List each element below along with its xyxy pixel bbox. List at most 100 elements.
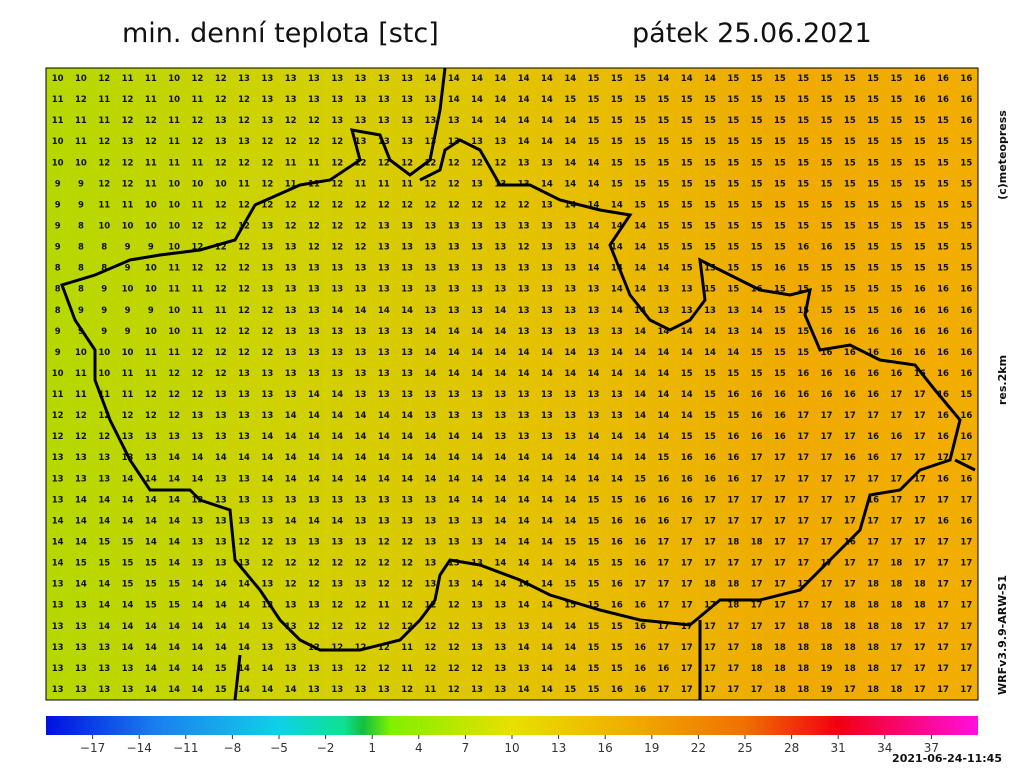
grid-value: 13 xyxy=(261,411,273,421)
grid-value: 13 xyxy=(564,390,576,400)
grid-value: 12 xyxy=(448,622,460,632)
grid-value: 16 xyxy=(891,369,903,379)
grid-value: 15 xyxy=(797,95,809,105)
grid-value: 15 xyxy=(821,158,833,168)
grid-value: 13 xyxy=(541,390,553,400)
grid-value: 15 xyxy=(797,74,809,84)
grid-value: 12 xyxy=(168,369,180,379)
grid-value: 13 xyxy=(75,453,87,463)
grid-value: 12 xyxy=(331,559,343,569)
grid-value: 13 xyxy=(727,327,739,337)
grid-value: 13 xyxy=(285,495,297,505)
grid-value: 12 xyxy=(98,179,110,189)
grid-value: 13 xyxy=(215,538,227,548)
grid-value: 14 xyxy=(401,306,413,316)
grid-value: 12 xyxy=(378,200,390,210)
grid-value: 13 xyxy=(331,685,343,695)
grid-value: 12 xyxy=(215,222,227,232)
grid-value: 13 xyxy=(378,516,390,526)
grid-value: 15 xyxy=(751,348,763,358)
grid-value: 15 xyxy=(821,200,833,210)
grid-value: 17 xyxy=(891,664,903,674)
grid-value: 13 xyxy=(425,95,437,105)
grid-value: 16 xyxy=(914,74,926,84)
grid-value: 18 xyxy=(891,601,903,611)
grid-value: 12 xyxy=(308,559,320,569)
grid-value: 16 xyxy=(704,453,716,463)
grid-value: 13 xyxy=(401,264,413,274)
grid-value: 12 xyxy=(215,158,227,168)
grid-value: 14 xyxy=(751,327,763,337)
grid-value: 13 xyxy=(378,222,390,232)
grid-value: 13 xyxy=(238,495,250,505)
grid-value: 16 xyxy=(681,453,693,463)
grid-value: 13 xyxy=(285,348,297,358)
grid-value: 14 xyxy=(378,474,390,484)
grid-value: 15 xyxy=(867,158,879,168)
grid-value: 14 xyxy=(518,516,530,526)
grid-value: 14 xyxy=(588,243,600,253)
grid-value: 12 xyxy=(331,243,343,253)
grid-value: 17 xyxy=(937,580,949,590)
grid-value: 13 xyxy=(355,116,367,126)
grid-value: 17 xyxy=(914,538,926,548)
grid-value: 17 xyxy=(821,432,833,442)
grid-value: 14 xyxy=(145,664,157,674)
grid-value: 13 xyxy=(331,116,343,126)
grid-value: 14 xyxy=(261,474,273,484)
grid-value: 13 xyxy=(192,516,204,526)
grid-value: 16 xyxy=(821,243,833,253)
grid-value: 15 xyxy=(751,369,763,379)
grid-value: 13 xyxy=(564,432,576,442)
grid-value: 16 xyxy=(867,390,879,400)
grid-value: 12 xyxy=(401,685,413,695)
grid-value: 8 xyxy=(78,285,84,295)
grid-value: 17 xyxy=(844,580,856,590)
grid-value: 14 xyxy=(588,158,600,168)
grid-value: 14 xyxy=(751,306,763,316)
grid-value: 12 xyxy=(145,390,157,400)
grid-value: 17 xyxy=(658,580,670,590)
grid-value: 14 xyxy=(448,95,460,105)
grid-value: 16 xyxy=(960,474,972,484)
grid-value: 17 xyxy=(751,559,763,569)
grid-value: 15 xyxy=(844,200,856,210)
title: min. denní teplota [stc] xyxy=(122,18,439,49)
grid-value: 12 xyxy=(401,158,413,168)
grid-value: 14 xyxy=(564,348,576,358)
grid-value: 8 xyxy=(55,285,61,295)
grid-value: 18 xyxy=(867,601,879,611)
grid-value: 13 xyxy=(564,243,576,253)
grid-value: 14 xyxy=(401,474,413,484)
grid-value: 11 xyxy=(122,74,134,84)
grid-value: 17 xyxy=(797,516,809,526)
grid-value: 12 xyxy=(355,622,367,632)
grid-value: 15 xyxy=(588,685,600,695)
grid-value: 13 xyxy=(75,601,87,611)
grid-value: 13 xyxy=(192,495,204,505)
grid-value: 13 xyxy=(331,369,343,379)
grid-value: 14 xyxy=(658,327,670,337)
grid-value: 14 xyxy=(75,580,87,590)
grid-value: 15 xyxy=(774,200,786,210)
grid-value: 14 xyxy=(75,516,87,526)
grid-value: 15 xyxy=(751,200,763,210)
grid-value: 15 xyxy=(960,158,972,168)
grid-value: 14 xyxy=(541,453,553,463)
grid-value: 14 xyxy=(588,200,600,210)
grid-value: 13 xyxy=(378,285,390,295)
grid-value: 14 xyxy=(308,474,320,484)
grid-value: 15 xyxy=(704,390,716,400)
grid-value: 13 xyxy=(658,285,670,295)
grid-value: 17 xyxy=(681,622,693,632)
grid-value: 15 xyxy=(727,74,739,84)
grid-value: 15 xyxy=(727,116,739,126)
grid-value: 10 xyxy=(145,222,157,232)
grid-value: 13 xyxy=(541,200,553,210)
grid-value: 10 xyxy=(52,74,64,84)
grid-value: 13 xyxy=(378,95,390,105)
grid-value: 14 xyxy=(52,538,64,548)
grid-value: 16 xyxy=(937,390,949,400)
grid-value: 15 xyxy=(634,200,646,210)
grid-value: 15 xyxy=(634,95,646,105)
